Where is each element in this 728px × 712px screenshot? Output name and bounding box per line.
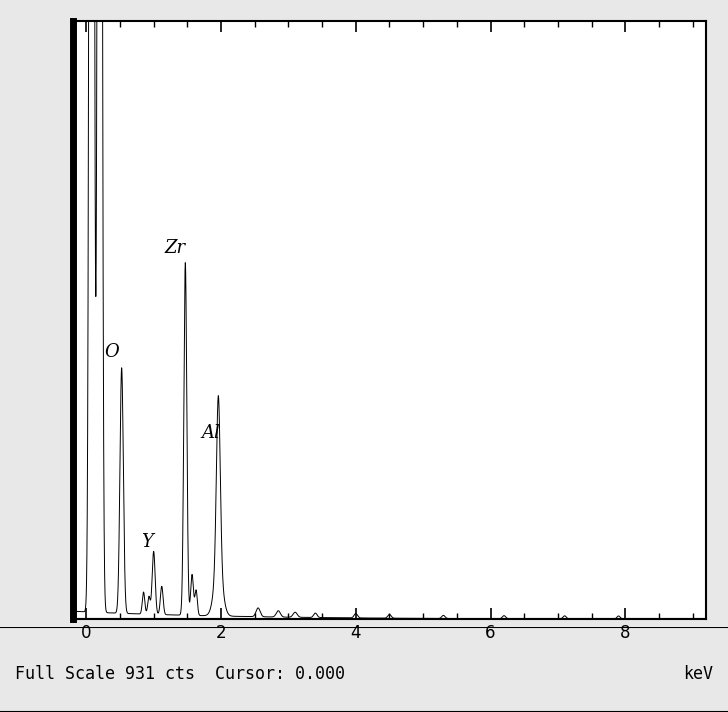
Text: Al: Al bbox=[202, 424, 221, 442]
Text: keV: keV bbox=[684, 664, 713, 683]
Text: Full Scale 931 cts  Cursor: 0.000: Full Scale 931 cts Cursor: 0.000 bbox=[15, 664, 344, 683]
Text: Y: Y bbox=[141, 533, 153, 552]
Text: Zr: Zr bbox=[165, 239, 186, 258]
Text: O: O bbox=[105, 343, 119, 361]
